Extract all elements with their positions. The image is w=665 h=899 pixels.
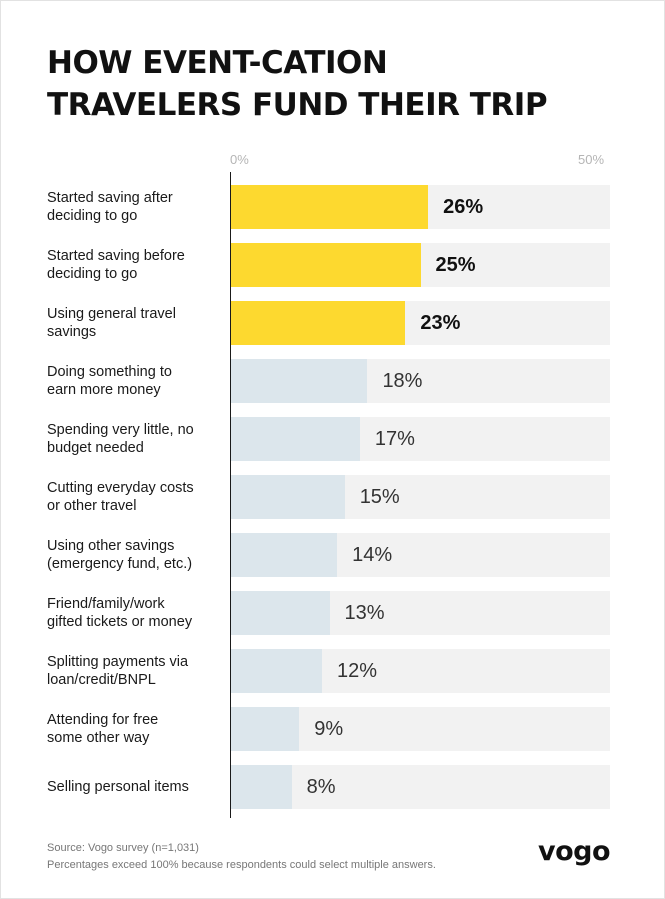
- category-label-line: Started saving before: [47, 248, 185, 264]
- bar-track: 15%: [231, 475, 610, 519]
- category-label-line: savings: [47, 324, 97, 340]
- bar: [231, 765, 292, 809]
- category-label: Friend/family/work gifted tickets or mone…: [47, 595, 227, 631]
- axis-tick-max: 50%: [578, 152, 605, 167]
- bar: [231, 359, 368, 403]
- category-label: Using general travel savings: [47, 305, 227, 341]
- bar-track: 13%: [231, 591, 610, 635]
- chart-title: HOW EVENT-CATION TRAVELERS FUND THEIR TR…: [47, 42, 627, 126]
- category-label: Selling personal items: [47, 778, 227, 796]
- bar-track: 18%: [231, 359, 610, 403]
- category-label-line: deciding to go: [47, 208, 138, 224]
- bar-track: 9%: [231, 707, 610, 751]
- bar: [231, 301, 406, 345]
- vogo-logo: vogo: [538, 836, 611, 867]
- bar: [231, 649, 322, 693]
- category-label: Started saving before deciding to go: [47, 247, 227, 283]
- category-label-line: budget needed: [47, 440, 144, 456]
- data-label: 26%: [443, 196, 484, 218]
- bar: [231, 243, 421, 287]
- bar-track: 17%: [231, 417, 610, 461]
- category-label: Cutting everyday costs or other travel: [47, 479, 227, 515]
- bar: [231, 475, 345, 519]
- category-label-line: some other way: [47, 730, 150, 746]
- data-label: 25%: [435, 254, 476, 276]
- category-label-line: Using general travel: [47, 306, 176, 322]
- data-label: 12%: [336, 660, 377, 682]
- category-label-line: loan/credit/BNPL: [47, 672, 156, 688]
- bar-track: 25%: [231, 243, 610, 287]
- data-label: 17%: [374, 428, 415, 450]
- bar-track: 8%: [231, 765, 610, 809]
- bar: [231, 591, 330, 635]
- category-label-line: Doing something to: [47, 364, 172, 380]
- percentage-note: Percentages exceed 100% because responde…: [47, 859, 436, 871]
- category-label-line: gifted tickets or money: [47, 614, 193, 630]
- bar-track: 14%: [231, 533, 610, 577]
- bar-track: 26%: [231, 185, 610, 229]
- category-label-line: (emergency fund, etc.): [47, 556, 193, 572]
- category-label-line: Friend/family/work: [47, 596, 165, 612]
- bar: [231, 707, 300, 751]
- source-note: Source: Vogo survey (n=1,031): [47, 842, 199, 854]
- category-label: Using other savings (emergency fund, etc.…: [47, 537, 227, 573]
- category-label-line: Spending very little, no: [47, 422, 194, 438]
- data-label: 18%: [382, 370, 423, 392]
- category-label-line: Splitting payments via: [47, 654, 189, 670]
- category-label: Doing something to earn more money: [47, 363, 227, 399]
- category-label-line: Selling personal items: [47, 779, 189, 795]
- y-axis-line: [230, 172, 231, 818]
- title-line-2: TRAVELERS FUND THEIR TRIP: [47, 87, 548, 123]
- data-label: 9%: [314, 718, 344, 740]
- category-label-line: Started saving after: [47, 190, 173, 206]
- bar-track: 23%: [231, 301, 610, 345]
- data-label: 13%: [344, 602, 385, 624]
- data-label: 23%: [420, 312, 461, 334]
- category-label-line: Using other savings: [47, 538, 175, 554]
- data-label: 15%: [359, 486, 400, 508]
- category-label-line: or other travel: [47, 498, 137, 514]
- category-label-line: deciding to go: [47, 266, 138, 282]
- category-label-line: earn more money: [47, 382, 161, 398]
- bar-track: 12%: [231, 649, 610, 693]
- data-label: 8%: [306, 776, 336, 798]
- axis-tick-min: 0%: [230, 152, 249, 167]
- title-line-1: HOW EVENT-CATION: [47, 45, 388, 81]
- category-label-line: Attending for free: [47, 712, 159, 728]
- category-label-line: Cutting everyday costs: [47, 480, 194, 496]
- category-label: Started saving after deciding to go: [47, 189, 227, 225]
- bar: [231, 417, 360, 461]
- category-label: Spending very little, no budget needed: [47, 421, 227, 457]
- data-label: 14%: [352, 544, 393, 566]
- bar: [231, 533, 338, 577]
- category-label: Attending for free some other way: [47, 711, 227, 747]
- footer: Source: Vogo survey (n=1,031) Percentage…: [47, 840, 436, 874]
- category-label: Splitting payments via loan/credit/BNPL: [47, 653, 227, 689]
- bar: [231, 185, 429, 229]
